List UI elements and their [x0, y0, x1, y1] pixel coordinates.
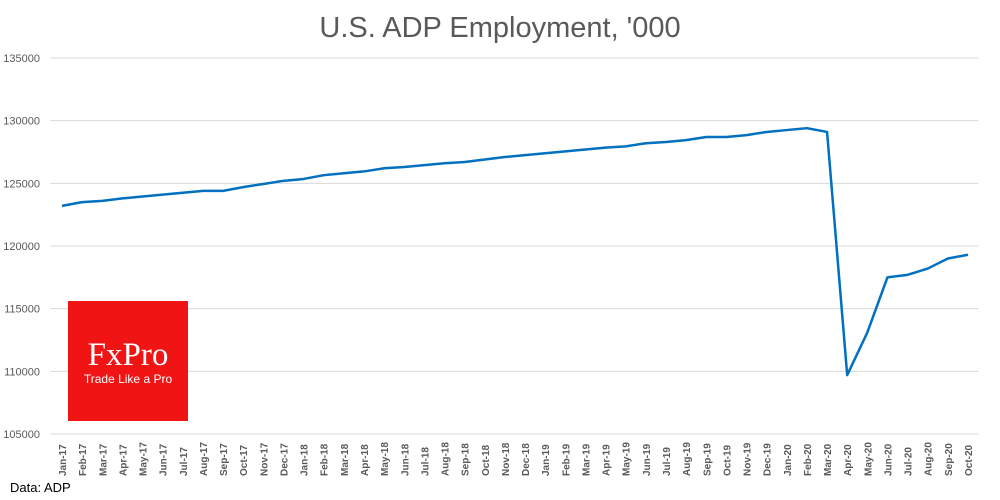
x-tick-label: Jun-19	[642, 443, 653, 476]
x-tick-label: Mar-17	[98, 443, 109, 476]
x-tick-label: Jan-17	[58, 444, 69, 476]
chart-title: U.S. ADP Employment, '000	[319, 12, 681, 44]
x-tick-label: Feb-18	[320, 443, 331, 476]
x-tick-label: May-17	[139, 442, 150, 476]
x-tick-label: Dec-18	[521, 443, 532, 476]
x-tick-label: May-19	[622, 442, 633, 476]
y-tick-label: 115000	[4, 304, 40, 316]
x-tick-label: Nov-18	[501, 442, 512, 476]
y-tick-label: 135000	[3, 53, 40, 65]
x-tick-label: Jun-17	[159, 443, 170, 476]
x-tick-label: Nov-19	[743, 442, 754, 476]
x-tick-label: Dec-17	[279, 443, 290, 476]
x-tick-label: May-18	[380, 442, 391, 476]
x-tick-label: Sep-20	[944, 443, 955, 476]
x-tick-label: Oct-18	[481, 444, 492, 476]
fxpro-logo: FxPro Trade Like a Pro	[68, 301, 188, 421]
x-tick-label: Sep-18	[461, 443, 472, 476]
x-tick-label: Sep-19	[702, 443, 713, 476]
x-tick-label: Apr-18	[360, 444, 371, 476]
x-tick-label: Jan-19	[541, 444, 552, 476]
y-tick-label: 125000	[3, 178, 40, 190]
y-tick-label: 130000	[3, 116, 40, 128]
x-tick-label: Apr-19	[602, 444, 613, 476]
x-tick-label: Feb-20	[803, 443, 814, 476]
data-source: Data: ADP	[10, 480, 71, 495]
series-line	[61, 126, 969, 377]
x-tick-label: Feb-17	[78, 443, 89, 476]
x-tick-label: Aug-19	[682, 442, 693, 476]
x-tick-label: Jul-17	[179, 447, 190, 476]
x-tick-label: Apr-17	[118, 444, 129, 476]
x-tick-label: Aug-18	[441, 442, 452, 476]
x-tick-label: Jan-18	[300, 444, 311, 476]
x-tick-label: Jan-20	[783, 444, 794, 476]
x-tick-label: Mar-20	[823, 443, 834, 476]
x-tick-label: Jul-19	[662, 447, 673, 476]
x-tick-label: Oct-19	[722, 444, 733, 476]
y-tick-label: 120000	[3, 241, 40, 253]
y-tick-label: 105000	[3, 429, 40, 441]
x-tick-label: Apr-20	[843, 444, 854, 476]
x-tick-label: Aug-17	[199, 442, 210, 476]
x-tick-label: Oct-20	[964, 444, 975, 476]
logo-brand: FxPro	[87, 337, 169, 373]
x-tick-label: Jul-18	[420, 447, 431, 476]
x-tick-label: Sep-17	[219, 443, 230, 476]
x-tick-label: May-20	[863, 442, 874, 476]
x-tick-label: Jun-20	[883, 443, 894, 476]
x-tick-label: Nov-17	[259, 442, 270, 476]
x-tick-label: Mar-18	[340, 443, 351, 476]
x-tick-label: Jun-18	[400, 443, 411, 476]
x-tick-label: Aug-20	[924, 442, 935, 476]
x-tick-label: Feb-19	[561, 443, 572, 476]
x-tick-label: Oct-17	[239, 444, 250, 476]
x-tick-label: Jul-20	[904, 447, 915, 476]
y-tick-label: 110000	[4, 366, 40, 378]
x-tick-label: Dec-19	[763, 443, 774, 476]
x-tick-label: Mar-19	[581, 443, 592, 476]
logo-tagline: Trade Like a Pro	[83, 372, 173, 386]
